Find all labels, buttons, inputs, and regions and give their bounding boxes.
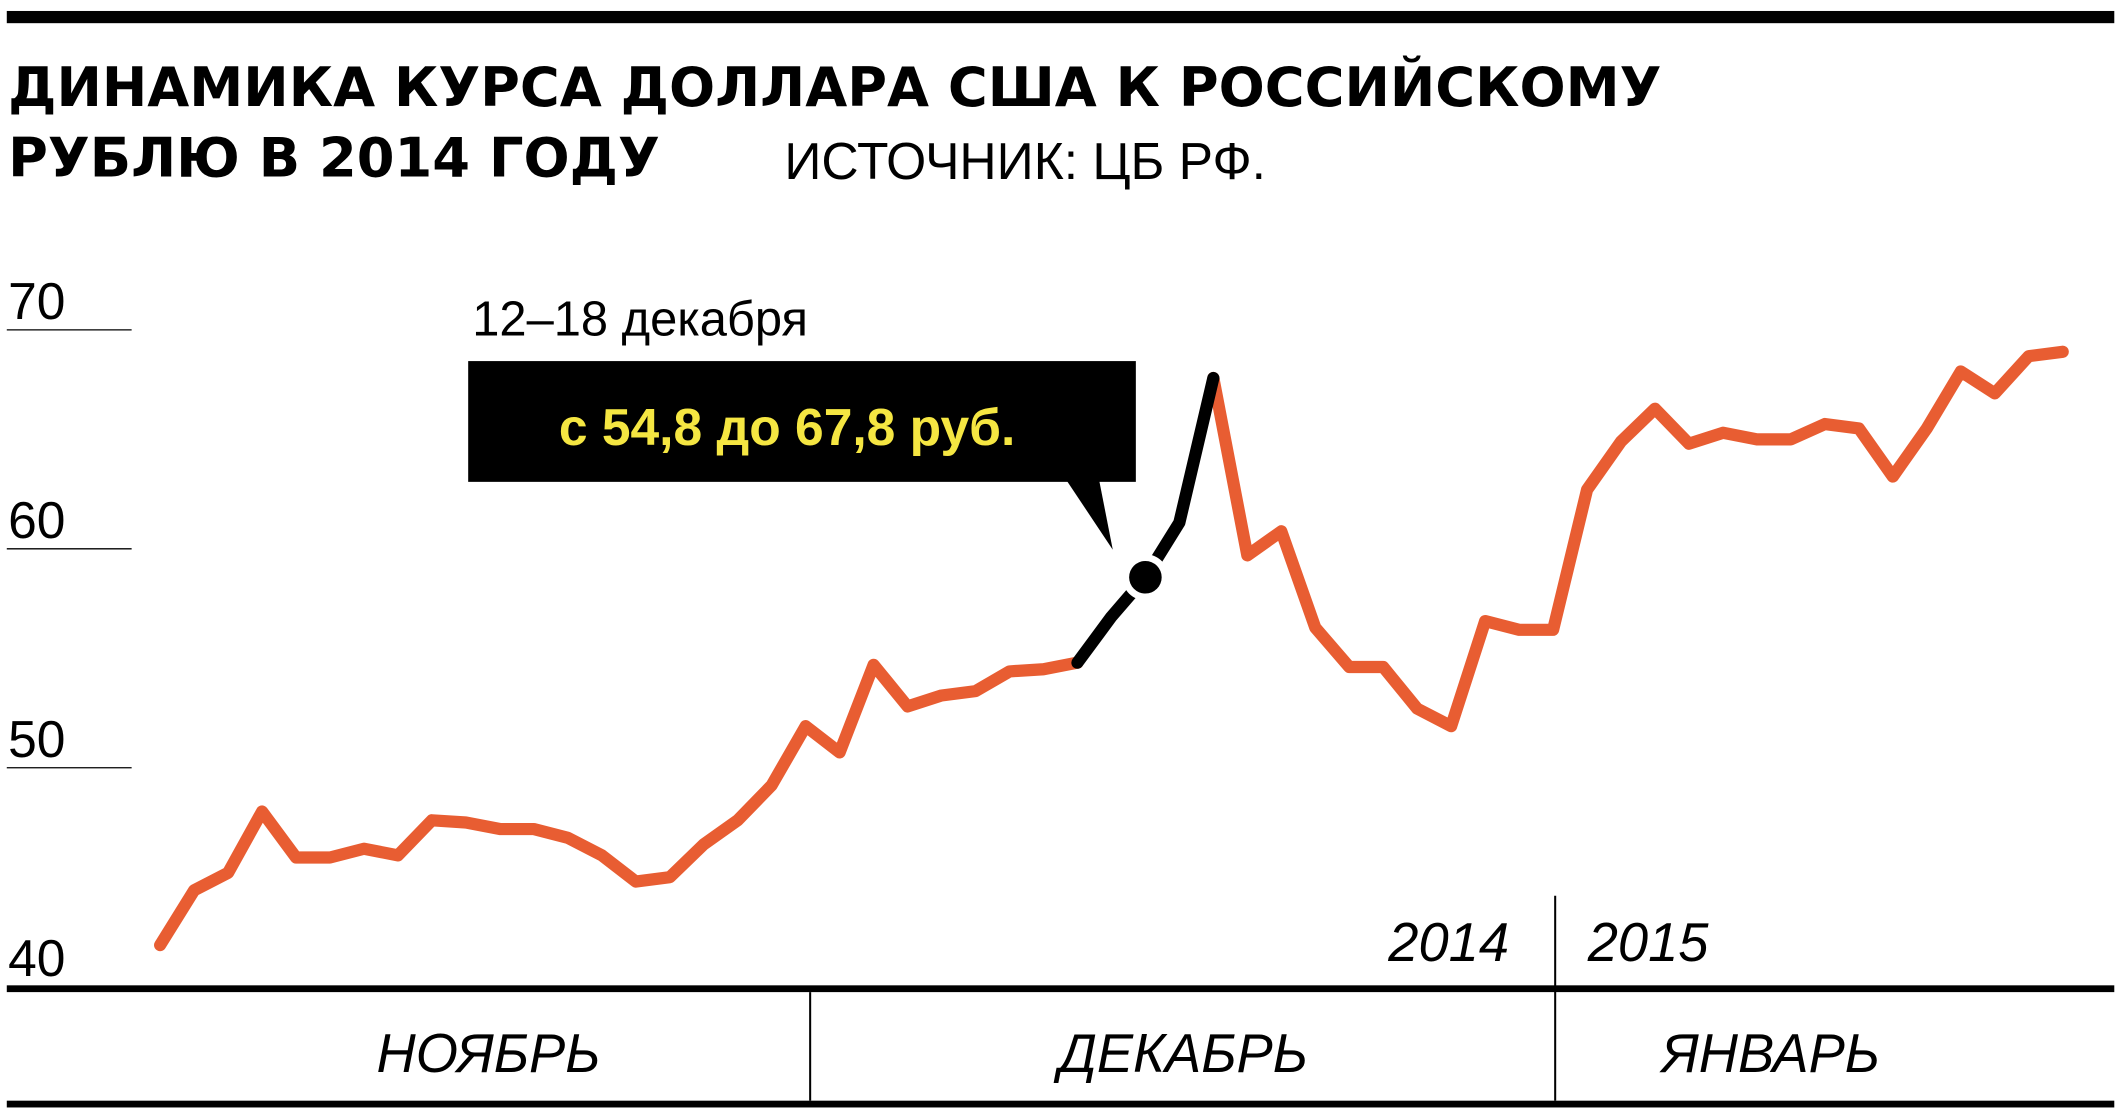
callout-pointer — [1066, 480, 1113, 550]
year-label-2015: 2015 — [1587, 912, 1710, 973]
callout-text: с 54,8 до 67,8 руб. — [559, 398, 1015, 456]
top-rule — [6, 10, 2115, 24]
bottom-rule — [6, 1100, 2115, 1108]
highlight-marker — [1129, 560, 1162, 594]
series-line-after — [1207, 345, 2069, 733]
series-line-before — [154, 656, 1084, 952]
month-label-december: ДЕКАБРЬ — [1053, 1023, 1308, 1084]
y-tick-label: 60 — [8, 491, 65, 549]
chart-title-line1: ДИНАМИКА КУРСА ДОЛЛАРА США К РОССИЙСКОМУ — [8, 54, 1661, 119]
month-label-november: НОЯБРЬ — [377, 1023, 601, 1084]
month-label-january: ЯНВАРЬ — [1659, 1023, 1880, 1084]
y-tick-label: 50 — [8, 710, 65, 768]
y-tick-label: 40 — [8, 929, 65, 987]
chart-title-line2: РУБЛЮ В 2014 ГОДУ — [8, 127, 660, 190]
callout-box — [468, 361, 1136, 482]
axis-rule — [6, 985, 2115, 993]
y-tick-label: 70 — [8, 272, 65, 330]
annotation-date: 12–18 декабря — [472, 292, 808, 346]
chart-source: ИСТОЧНИК: ЦБ РФ. — [784, 132, 1266, 190]
year-label-2014: 2014 — [1387, 912, 1509, 973]
